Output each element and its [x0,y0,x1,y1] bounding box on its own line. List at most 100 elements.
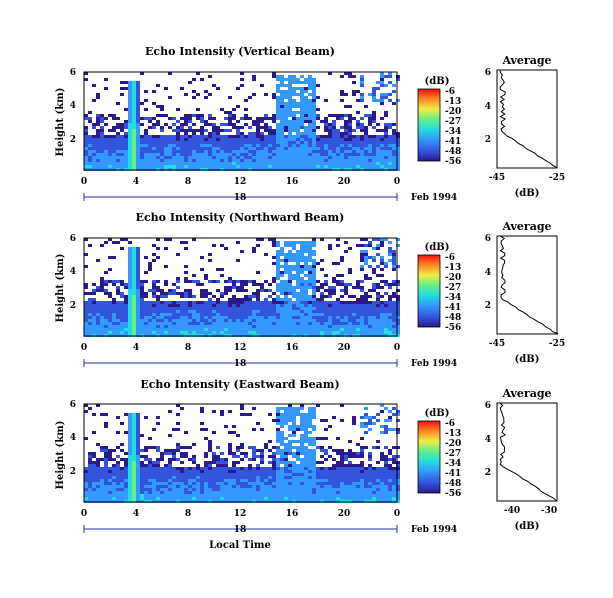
heatmap-cell [200,114,204,117]
heatmap-cell [304,467,308,470]
heatmap-cell [308,247,312,250]
heatmap-cell [184,114,188,117]
heatmap-cell [380,301,384,304]
heatmap-cell [244,99,248,102]
heatmap-cell [312,141,316,144]
heatmap-cell [292,482,296,485]
heatmap-cell [196,165,200,168]
heatmap-cell [128,437,132,440]
heatmap-cell [388,241,392,244]
heatmap-cell [396,491,400,494]
heatmap-cell [264,304,268,307]
heatmap-cell [380,262,384,265]
heatmap-cell [288,87,292,90]
heatmap-cell [196,325,200,328]
heatmap-cell [348,313,352,316]
heatmap-cell [220,325,224,328]
heatmap-cell [128,425,132,428]
heatmap-cell [304,485,308,488]
heatmap-cell [160,476,164,479]
heatmap-cell [256,455,260,458]
heatmap-cell [324,144,328,147]
heatmap-cell [136,156,140,159]
heatmap-cell [128,473,132,476]
heatmap-cell [216,126,220,129]
heatmap-cell [240,488,244,491]
heatmap-cell [84,150,88,153]
heatmap-cell [148,488,152,491]
heatmap-cell [344,467,348,470]
heatmap-cell [260,307,264,310]
heatmap-cell [344,494,348,497]
heatmap-cell [232,497,236,500]
heatmap-cell [204,156,208,159]
heatmap-cell [376,331,380,334]
heatmap-cell [308,295,312,298]
heatmap-cell [264,114,268,117]
heatmap-cell [308,268,312,271]
heatmap-cell [304,250,308,253]
heatmap-cell [136,90,140,93]
heatmap-cell [324,328,328,331]
heatmap-cell [92,99,96,102]
heatmap-cell [296,135,300,138]
heatmap-cell [140,150,144,153]
heatmap-cell [224,319,228,322]
heatmap-cell [300,283,304,286]
heatmap-cell [84,485,88,488]
heatmap-cell [176,473,180,476]
heatmap-cell [372,485,376,488]
heatmap-cell [288,144,292,147]
heatmap-cell [176,449,180,452]
heatmap-cell [300,102,304,105]
heatmap-cell [196,473,200,476]
heatmap-cell [304,132,308,135]
heatmap-cell [280,292,284,295]
heatmap-cell [384,494,388,497]
heatmap-cell [216,268,220,271]
heatmap-cell [384,488,388,491]
heatmap-cell [104,452,108,455]
heatmap-cell [152,102,156,105]
heatmap-cell [324,289,328,292]
heatmap-cell [84,482,88,485]
heatmap-cell [96,443,100,446]
heatmap-cell [296,449,300,452]
heatmap-cell [272,301,276,304]
heatmap-cell [144,304,148,307]
heatmap-cell [244,482,248,485]
heatmap-cell [292,123,296,126]
heatmap-cell [152,494,156,497]
heatmap-cell [252,497,256,500]
heatmap-cell [120,153,124,156]
heatmap-cell [204,428,208,431]
heatmap-cell [364,325,368,328]
heatmap-cell [168,328,172,331]
heatmap-cell [120,126,124,129]
heatmap-cell [136,102,140,105]
heatmap-cell [144,316,148,319]
heatmap-cell [208,491,212,494]
colorbar-unit: (dB) [425,242,450,253]
heatmap-cell [392,153,396,156]
heatmap-cell [116,150,120,153]
heatmap-cell [220,138,224,141]
heatmap-cell [296,476,300,479]
heatmap-cell [312,437,316,440]
heatmap-cell [332,491,336,494]
heatmap-cell [124,141,128,144]
heatmap-cell [204,328,208,331]
heatmap-cell [204,310,208,313]
heatmap-cell [336,437,340,440]
heatmap-cell [248,156,252,159]
heatmap-cell [296,410,300,413]
heatmap-cell [252,123,256,126]
heatmap-cell [124,310,128,313]
heatmap-cell [280,422,284,425]
heatmap-cell [292,289,296,292]
heatmap-cell [384,138,388,141]
heatmap-cell [284,491,288,494]
heatmap-cell [108,150,112,153]
heatmap-cell [320,295,324,298]
heatmap-cell [336,156,340,159]
